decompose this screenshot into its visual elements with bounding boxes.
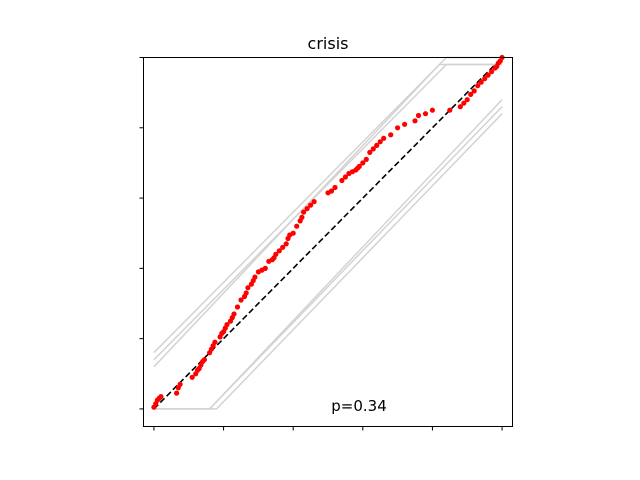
data-point [299, 214, 305, 220]
data-point [294, 223, 300, 229]
lower-band-line [153, 113, 503, 410]
data-point [283, 241, 289, 247]
data-point [174, 390, 180, 396]
data-point [290, 230, 296, 236]
data-point [273, 251, 279, 257]
data-point [489, 69, 495, 75]
data-point [252, 274, 258, 280]
data-point [212, 339, 218, 345]
lower-band-line [153, 99, 503, 410]
data-point [395, 125, 401, 131]
data-point [177, 381, 183, 387]
data-point [381, 135, 387, 141]
data-point [311, 199, 317, 205]
data-point [464, 97, 470, 103]
data-points [151, 54, 505, 410]
data-point [276, 248, 282, 254]
data-point [402, 121, 408, 127]
data-point [342, 174, 348, 180]
data-point [471, 88, 477, 94]
data-point [363, 156, 369, 162]
data-point [370, 146, 376, 152]
data-point [234, 304, 241, 310]
axes-frame [143, 57, 513, 427]
data-point [328, 188, 335, 194]
data-point [367, 149, 373, 155]
data-point [231, 311, 237, 317]
p-value-annotation: p=0.34 [331, 397, 387, 415]
data-point [482, 76, 488, 82]
data-point [301, 209, 307, 215]
data-point [356, 163, 362, 169]
data-point [447, 107, 453, 113]
data-point [422, 111, 429, 117]
data-point [332, 184, 338, 191]
data-point [201, 357, 207, 363]
data-point [308, 202, 314, 208]
upper-band-line [153, 56, 503, 354]
data-point [468, 91, 474, 97]
data-point [415, 112, 422, 119]
chart-title: crisis [308, 34, 349, 53]
data-point [245, 285, 251, 291]
data-point [485, 72, 491, 78]
data-point [412, 118, 418, 124]
data-point [475, 83, 481, 89]
lower-band-line [153, 106, 503, 410]
data-point [377, 139, 383, 145]
data-point [360, 160, 366, 166]
data-point [478, 79, 484, 85]
data-point [189, 374, 195, 380]
data-point [457, 104, 463, 110]
data-point [280, 244, 286, 250]
data-point [304, 206, 310, 212]
data-point [461, 100, 467, 106]
data-point [224, 322, 230, 328]
data-point [158, 394, 164, 400]
data-point [243, 290, 249, 296]
data-point [388, 132, 394, 138]
data-point [262, 265, 268, 271]
data-point [374, 142, 380, 148]
data-point [238, 297, 244, 303]
axis-ticks [139, 57, 503, 431]
upper-band-line [153, 63, 503, 368]
data-point [429, 107, 435, 113]
data-point [339, 177, 345, 184]
